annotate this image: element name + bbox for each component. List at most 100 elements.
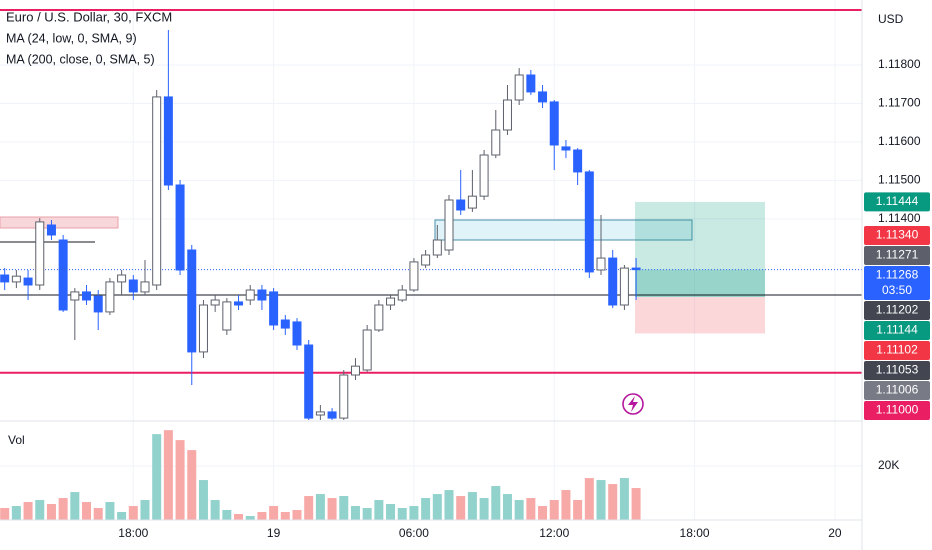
price-tag [864,341,930,360]
chart-title: Euro / U.S. Dollar, 30, FXCM [6,9,172,24]
candle-body [526,74,536,93]
volume-bar [140,500,150,520]
candle-body [175,184,185,271]
price-tag-label: 1.11340 [876,228,919,242]
candle-body [198,304,208,353]
alert-bolt [628,396,638,412]
candle-body [514,74,524,101]
volume-bar [619,478,629,520]
candle-body [538,91,548,103]
candle-body [222,301,232,331]
price-tag [864,192,930,212]
y-tick-label: 20K [878,458,899,472]
x-tick-label: 20 [828,526,842,540]
volume-bar [70,492,80,520]
y-tick-label: 1.11700 [878,96,921,110]
volume-bar [362,508,372,520]
y-tick-label: 1.11600 [878,134,921,148]
volume-title: Vol [8,433,25,447]
candle-body [70,291,80,301]
candle-body [573,149,583,173]
candle-body [58,239,68,311]
price-tag-label: 1.11006 [876,383,919,397]
alert-icon[interactable] [622,393,644,415]
volume-bar [339,496,349,520]
candle-body [152,96,162,286]
candle-body [163,96,173,186]
volume-bar [327,498,337,520]
volume-bar [573,500,583,520]
volume-bar [280,512,290,520]
candle-body [234,301,244,306]
demand-zone [434,219,693,241]
volume-bar [538,506,548,520]
candles [0,30,641,420]
volume-bar [222,510,232,520]
price-tag [864,321,930,340]
candle-body [210,299,220,306]
volume-bar [409,506,419,520]
volume-bar [386,504,396,520]
candle-body [0,274,10,283]
volume-bar [210,500,220,520]
volume-bar [502,494,512,520]
candle-body [549,101,559,146]
candle-body [386,297,396,306]
candle-body [304,344,314,419]
volume-bar [152,434,162,520]
candle-body [596,257,606,271]
drawings [0,9,862,374]
candle-body [93,295,103,313]
volume [0,430,641,520]
candle-body [409,261,419,291]
volume-bar [479,498,489,520]
candle-body [561,146,571,151]
candle-body [128,279,138,293]
volume-bar [198,480,208,520]
candle-body [82,291,92,301]
candle-body [467,195,477,209]
volume-bar [234,514,244,520]
volume-bar [374,500,384,520]
candle-body [350,365,360,376]
currency-label: USD [878,12,904,26]
candle-body [35,221,45,286]
candle-body [315,411,325,416]
candle-body [397,289,407,301]
volume-bar [257,512,267,520]
price-tag-label: 1.11271 [876,248,919,262]
candle-body [421,254,431,266]
price-tag-label: 1.11144 [876,323,918,337]
volume-bar [456,496,466,520]
volume-bar [35,500,45,520]
volume-bar [549,500,559,520]
target-zone [635,201,765,297]
x-tick-label: 06:00 [399,526,429,540]
volume-bar [350,506,360,520]
candle-body [444,199,454,251]
candle-body [608,257,618,306]
candle-body [257,289,267,301]
y-tick-label: 1.11400 [878,211,921,225]
candle-body [140,281,150,293]
candle-body [619,267,629,306]
price-tag [864,301,930,320]
candle-body [269,291,279,326]
candle-body [502,99,512,131]
volume-bar [421,498,431,520]
volume-bar [187,450,197,520]
volume-bar [58,498,68,520]
price-tag [864,361,930,380]
candle-body [374,304,384,331]
supply-zone [0,216,119,229]
volume-bar [23,502,33,520]
volume-bar [514,500,524,520]
volume-bar [467,492,477,520]
candle-body [456,199,466,211]
volume-bar [631,488,641,520]
price-tag-label: 1.11000 [876,403,919,417]
legend-entry: MA (24, low, 0, SMA, 9) [6,31,137,45]
volume-bar [292,510,302,520]
volume-bar [561,490,571,520]
